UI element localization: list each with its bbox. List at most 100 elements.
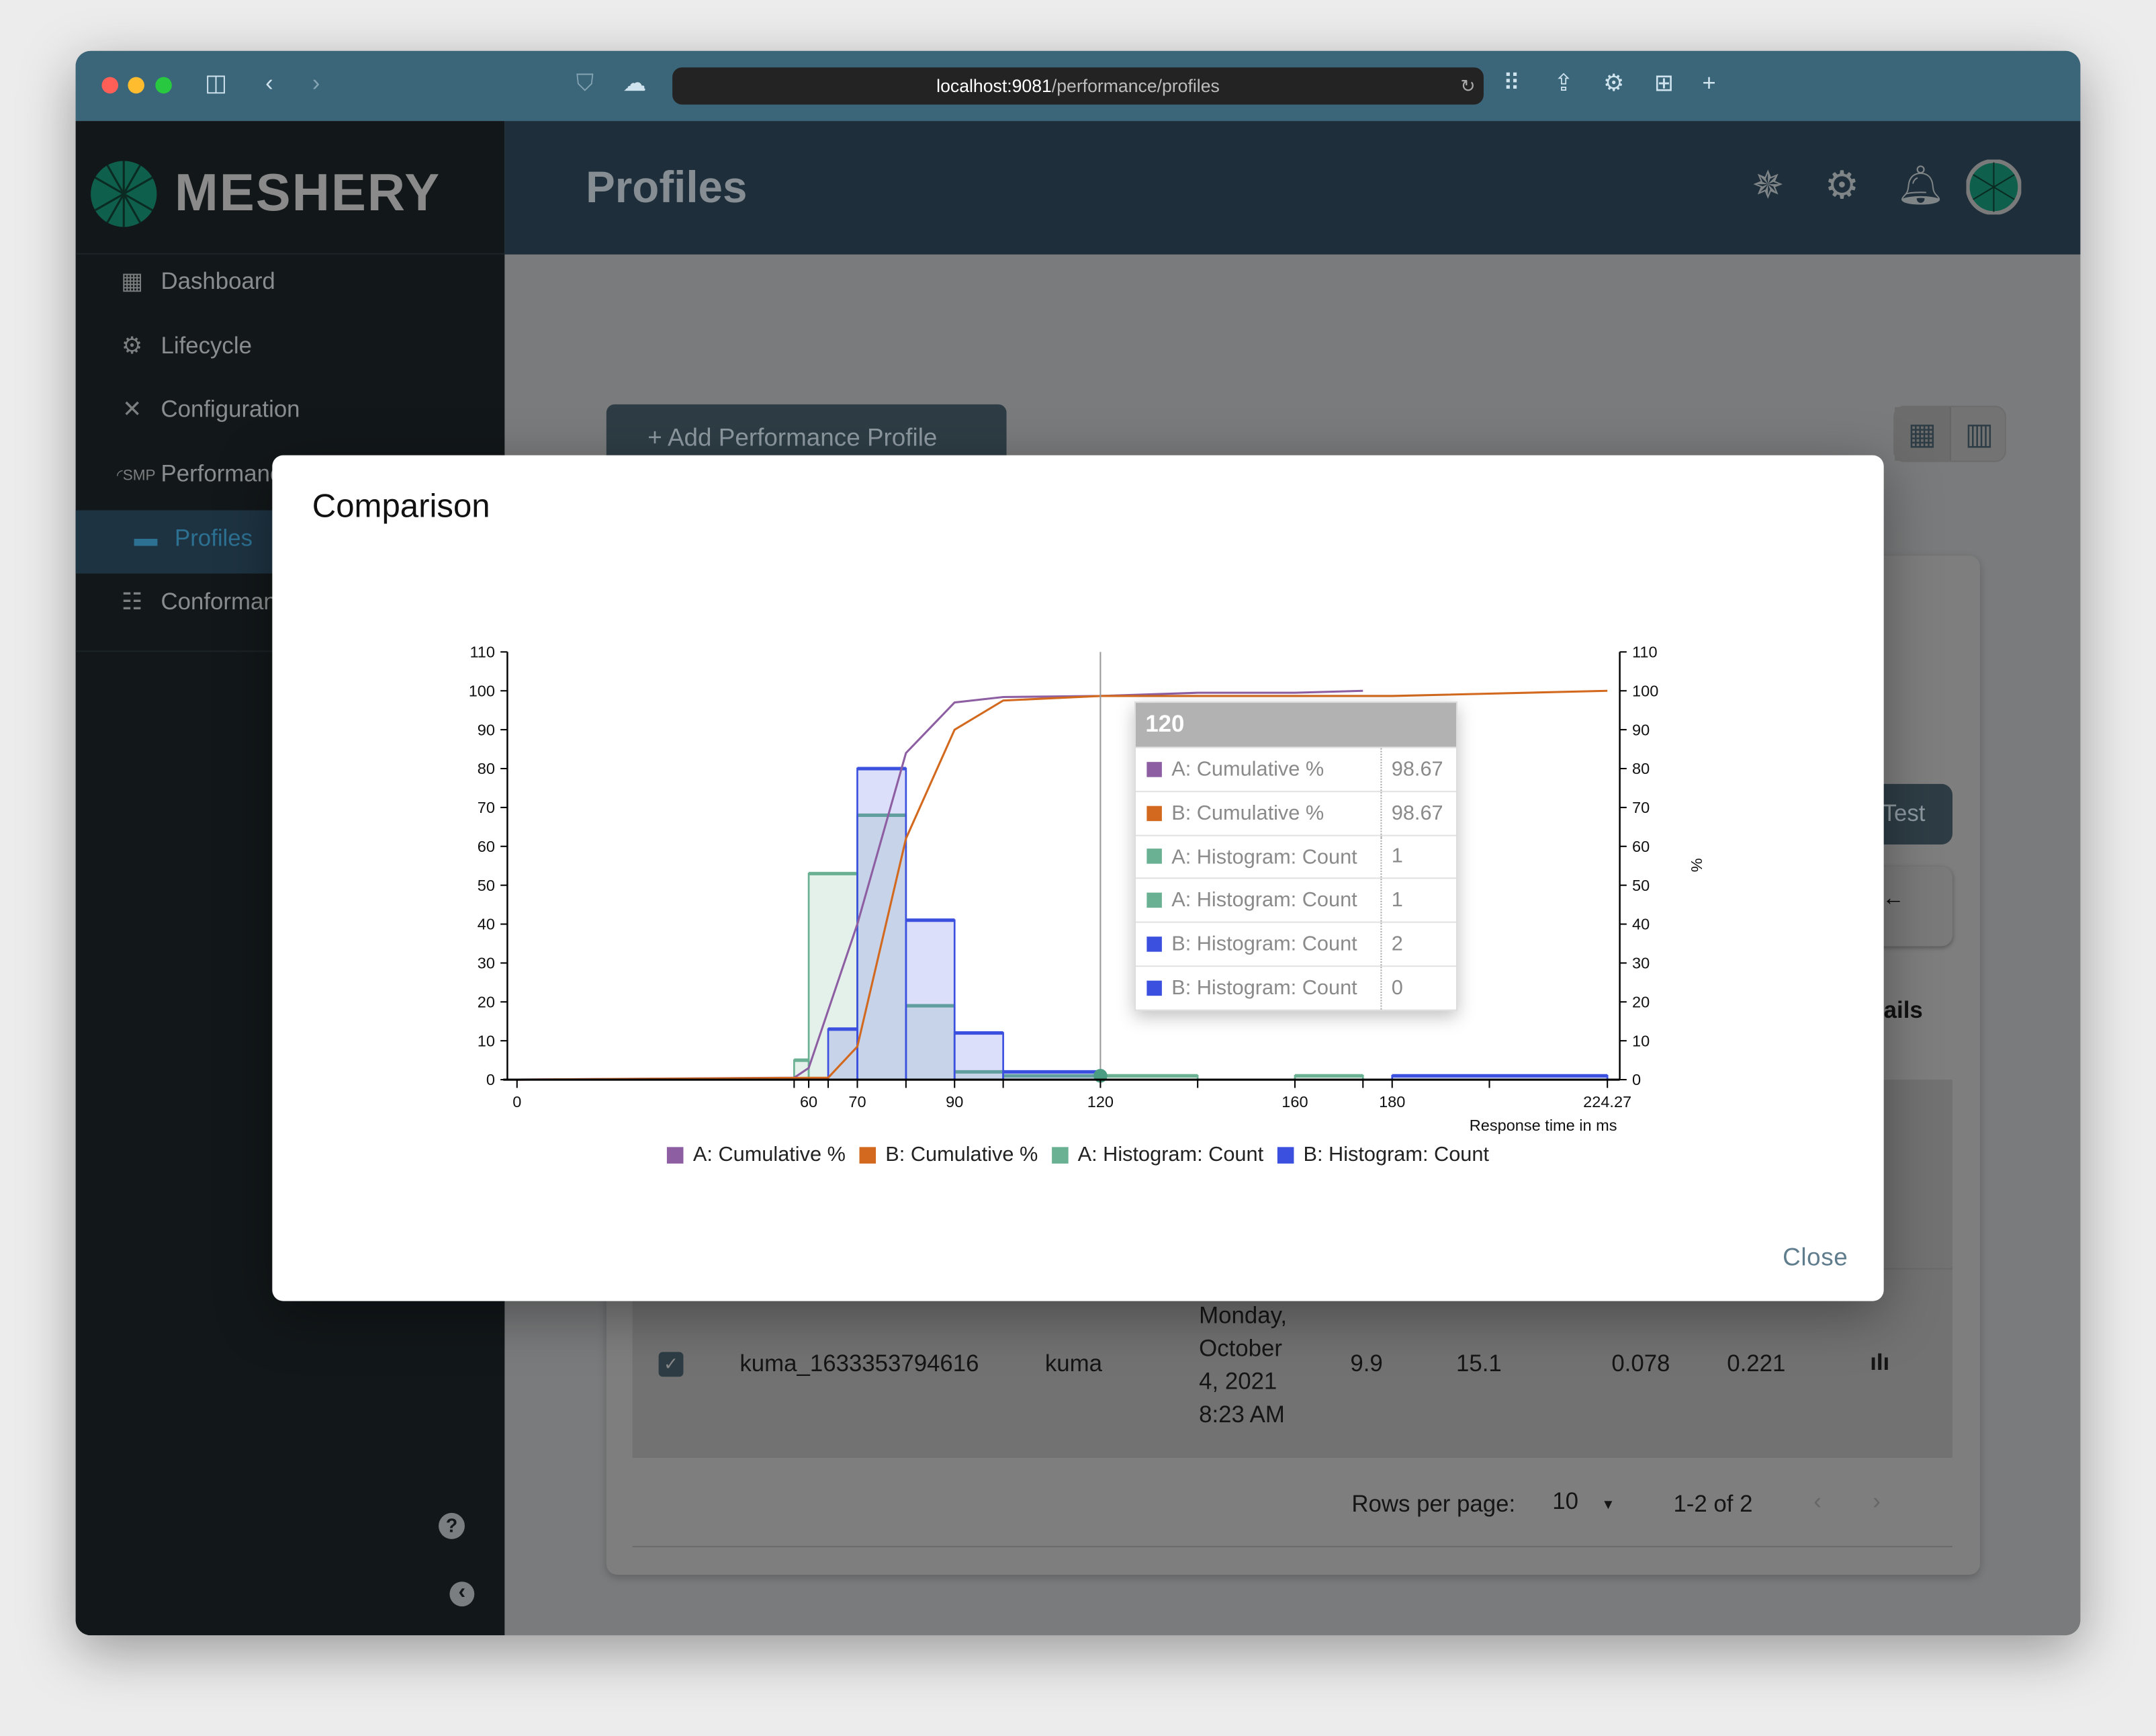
legend-label: B: Histogram: Count [1303, 1143, 1489, 1167]
apps-grid-icon[interactable]: ⠿ [1502, 70, 1521, 97]
sidebar-item-performance[interactable]: ◜SMP Performance [117, 461, 295, 488]
tooltip-value: 1 [1391, 844, 1403, 869]
y-tick-label: 70 [478, 799, 495, 816]
row-checkbox[interactable]: ✓ [658, 1352, 684, 1377]
new-tab-icon[interactable]: + [1702, 70, 1716, 97]
series-swatch-icon [1147, 893, 1162, 908]
date-line: 8:23 AM [1199, 1401, 1285, 1428]
cloud-icon[interactable]: ☁ [623, 70, 647, 97]
share-icon[interactable]: ⇪ [1554, 70, 1574, 97]
help-icon[interactable]: ? [439, 1512, 465, 1539]
address-bar[interactable]: localhost:9081/performance/profiles ↻ [672, 67, 1484, 105]
y-tick-label: 50 [478, 877, 495, 894]
tooltip-value: 1 [1391, 889, 1403, 912]
tooltip-label: B: Histogram: Count [1171, 923, 1382, 966]
dashboard-icon: ▦ [121, 268, 143, 295]
histogram-bar [954, 1033, 1003, 1080]
y-tick-label: 90 [478, 721, 495, 738]
sidebar-item-label: Configuration [161, 396, 300, 423]
sidebar-item-label: Lifecycle [161, 333, 252, 359]
y2-tick-label: 80 [1632, 760, 1650, 777]
chart-legend: A: Cumulative % B: Cumulative % A: Histogr… [272, 1143, 1883, 1166]
minimize-window-button[interactable] [128, 77, 144, 94]
sidebar-item-dashboard[interactable]: ▦ Dashboard [117, 268, 275, 296]
profile-card-icon: ▬ [134, 525, 158, 552]
sidebar-toggle-icon[interactable]: ◫ [205, 70, 227, 97]
tooltip-value: 0 [1391, 976, 1403, 1000]
tooltip-row: A: Histogram: Count 1 [1135, 877, 1456, 922]
rows-per-page-select[interactable]: 10 ▼ [1552, 1488, 1615, 1516]
view-toggle: ▦ ▥ [1893, 405, 2006, 462]
reload-icon[interactable]: ↻ [1460, 75, 1476, 97]
series-swatch-icon [1147, 806, 1162, 821]
x-tick-label: 180 [1379, 1093, 1405, 1111]
dialog-title: Comparison [312, 488, 490, 526]
legend-item[interactable]: A: Cumulative % [667, 1143, 846, 1166]
service-mesh-icon[interactable]: ✵ [1752, 163, 1785, 207]
settings-icon[interactable]: ⚙ [1603, 70, 1625, 97]
y-tick-label: 20 [478, 993, 495, 1010]
date-line: 4, 2021 [1199, 1368, 1277, 1395]
details-heading: ails [1883, 997, 1923, 1024]
dropdown-arrow-icon: ▼ [1601, 1498, 1615, 1513]
histogram-bar [1100, 1076, 1198, 1080]
y2-axis-label: % [1688, 858, 1705, 872]
tab-overview-icon[interactable]: ⊞ [1654, 70, 1674, 97]
close-button[interactable]: Close [1783, 1243, 1848, 1271]
histogram-bar [1294, 1076, 1363, 1080]
legend-label: A: Histogram: Count [1077, 1143, 1264, 1167]
tooltip-label: B: Histogram: Count [1171, 967, 1382, 1010]
next-page-icon[interactable]: › [1873, 1488, 1881, 1514]
y2-tick-label: 70 [1632, 799, 1650, 816]
sidebar-item-profiles[interactable]: ▬ Profiles [130, 525, 253, 553]
y-tick-label: 30 [478, 955, 495, 972]
y-tick-label: 80 [478, 760, 495, 777]
forward-icon[interactable]: › [312, 70, 320, 97]
settings-gear-icon[interactable]: ⚙ [1824, 163, 1860, 207]
divider [75, 253, 505, 255]
legend-item[interactable]: A: Histogram: Count [1051, 1143, 1264, 1167]
y-tick-label: 10 [478, 1032, 495, 1049]
bar-chart-icon[interactable]: ıIı [1870, 1349, 1890, 1376]
user-avatar[interactable] [1966, 159, 2022, 215]
cell-p99: 0.221 [1727, 1350, 1786, 1377]
maximize-window-button[interactable] [155, 77, 172, 94]
back-icon[interactable]: ‹ [265, 70, 273, 97]
browser-toolbar: ◫ ‹ › ⛉ ☁ localhost:9081/performance/pro… [75, 50, 2081, 122]
y-tick-label: 100 [469, 682, 495, 699]
y2-tick-label: 10 [1632, 1032, 1650, 1049]
y2-tick-label: 110 [1632, 644, 1658, 661]
tooltip-row: B: Cumulative % 98.67 [1135, 790, 1456, 834]
legend-item[interactable]: B: Cumulative % [859, 1143, 1038, 1166]
tools-icon: ✕ [122, 396, 142, 423]
histogram-bar [1003, 1072, 1101, 1080]
rows-per-page-label: Rows per page: [1351, 1491, 1516, 1518]
histogram-bar [1392, 1076, 1608, 1080]
legend-swatch-icon [859, 1146, 876, 1163]
collapse-sidebar-icon[interactable]: ‹ [449, 1581, 475, 1607]
cell-qps: 9.9 [1350, 1350, 1383, 1377]
prev-page-icon[interactable]: ‹ [1813, 1488, 1822, 1514]
close-window-button[interactable] [101, 77, 119, 94]
sidebar-item-configuration[interactable]: ✕ Configuration [117, 396, 300, 424]
date-line: Monday, [1199, 1302, 1288, 1329]
histogram-bar [905, 1006, 955, 1080]
y2-tick-label: 100 [1632, 682, 1658, 699]
legend-swatch-icon [1277, 1146, 1294, 1163]
tooltip-row: A: Histogram: Count 1 [1135, 834, 1456, 878]
shield-icon[interactable]: ⛉ [576, 70, 594, 97]
pagination-range: 1-2 of 2 [1673, 1491, 1753, 1518]
tooltip-row: B: Histogram: Count 2 [1135, 922, 1456, 966]
y2-tick-label: 20 [1632, 993, 1650, 1010]
legend-item[interactable]: B: Histogram: Count [1277, 1143, 1489, 1166]
sidebar-item-lifecycle[interactable]: ⚙ Lifecycle [117, 333, 252, 360]
table-view-icon[interactable]: ▥ [1965, 417, 1994, 451]
grid-view-icon[interactable]: ▦ [1895, 406, 1951, 461]
tooltip-row: A: Cumulative % 98.67 [1135, 746, 1456, 791]
y2-tick-label: 0 [1632, 1071, 1641, 1088]
y2-tick-label: 50 [1632, 877, 1650, 894]
meshery-logo-icon [91, 161, 157, 227]
notification-bell-icon[interactable]: 🔔︎ [1896, 163, 1945, 207]
rows-per-page-value: 10 [1552, 1488, 1579, 1514]
series-swatch-icon [1147, 849, 1162, 865]
